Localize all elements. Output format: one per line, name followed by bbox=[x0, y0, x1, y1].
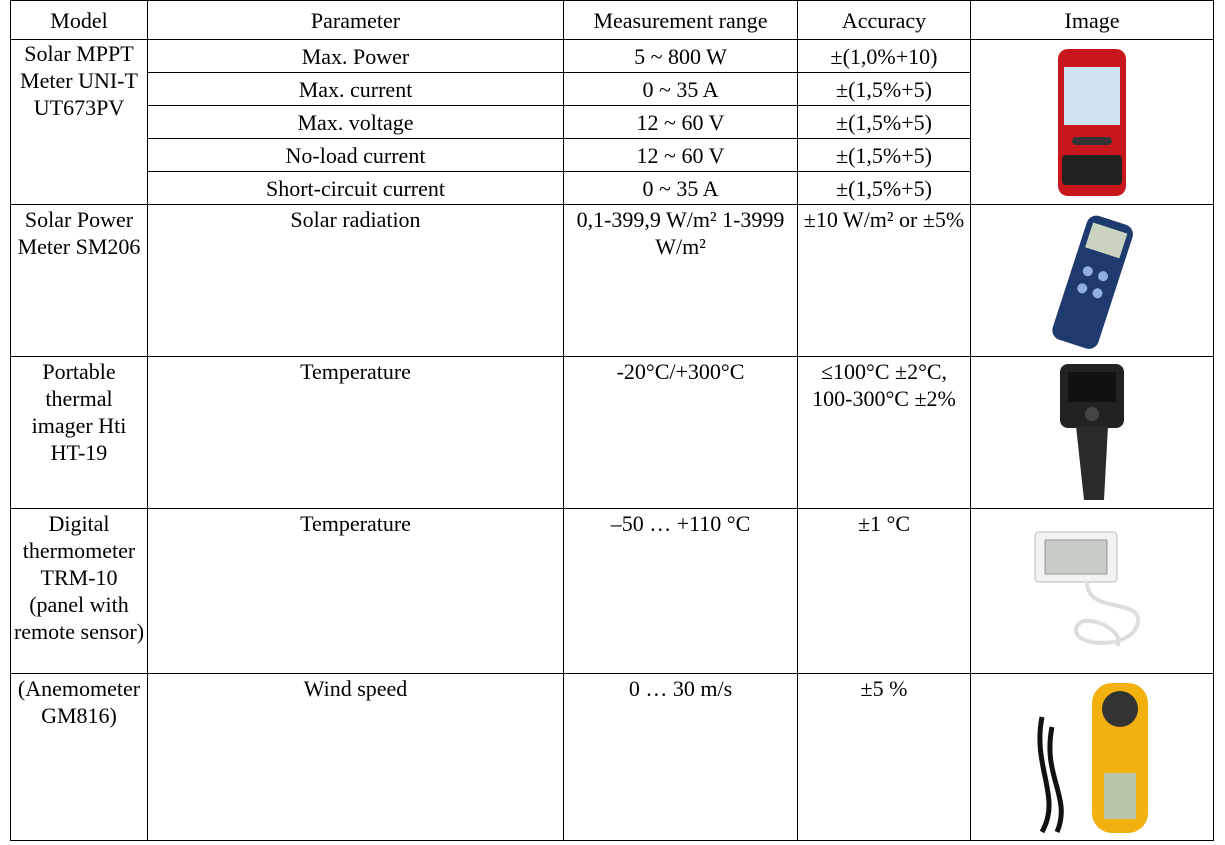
row: Solar Power Meter SM206 Solar radiation … bbox=[10, 204, 1214, 357]
parameter: Short-circuit current bbox=[147, 171, 564, 205]
row: Short-circuit current 0 ~ 35 A ±(1,5%+5) bbox=[11, 171, 1214, 205]
model: Solar Power Meter SM206 bbox=[10, 204, 148, 357]
header-cell: Model bbox=[10, 0, 148, 40]
range: 12 ~ 60 V bbox=[563, 138, 798, 172]
row: Solar MPPT Meter UNI-T UT673PV Max. Powe… bbox=[10, 39, 1214, 205]
parameter: Solar radiation bbox=[147, 204, 564, 357]
model: Solar MPPT Meter UNI-T UT673PV bbox=[10, 39, 148, 205]
model: Digital thermometer TRM-10 (panel with r… bbox=[10, 508, 148, 674]
device-image bbox=[1037, 683, 1148, 834]
accuracy: ±1 °C bbox=[797, 508, 971, 674]
range: 0 ~ 35 A bbox=[563, 171, 798, 205]
accuracy: ±10 W/m² or ±5% bbox=[797, 204, 971, 357]
model: Portable thermal imager Hti HT-19 bbox=[10, 356, 148, 509]
accuracy: ±(1,5%+5) bbox=[797, 171, 971, 205]
device-image bbox=[1060, 364, 1124, 500]
parameter: Wind speed bbox=[147, 673, 564, 841]
header-cell: Image bbox=[970, 0, 1214, 40]
range: 5 ~ 800 W bbox=[563, 39, 798, 73]
row: No-load current 12 ~ 60 V ±(1,5%+5) bbox=[11, 138, 1214, 172]
row: Max. current 0 ~ 35 A ±(1,5%+5) bbox=[11, 72, 1214, 106]
image-cell bbox=[970, 673, 1214, 841]
range: 0 … 30 m/s bbox=[563, 673, 798, 841]
spec-table: Model Parameter Measurement range Accura… bbox=[10, 0, 1214, 841]
header-row: Model Parameter Measurement range Accura… bbox=[10, 0, 1214, 40]
parameter: Max. Power bbox=[147, 39, 564, 73]
header-cell: Measurement range bbox=[563, 0, 798, 40]
range: 0,1-399,9 W/m² 1-3999 W/m² bbox=[563, 204, 798, 357]
accuracy: ±(1,5%+5) bbox=[797, 105, 971, 139]
parameter: Max. current bbox=[147, 72, 564, 106]
accuracy: ±(1,0%+10) bbox=[797, 39, 971, 73]
device-image bbox=[1052, 215, 1133, 349]
accuracy: ≤100°C ±2°C, 100-300°C ±2% bbox=[797, 356, 971, 509]
accuracy: ±5 % bbox=[797, 673, 971, 841]
range: -20°C/+300°C bbox=[563, 356, 798, 509]
accuracy: ±(1,5%+5) bbox=[797, 138, 971, 172]
parameter: Temperature bbox=[147, 356, 564, 509]
parameter: Max. voltage bbox=[147, 105, 564, 139]
header-cell: Accuracy bbox=[797, 0, 971, 40]
image-cell bbox=[970, 39, 1214, 205]
range: 0 ~ 35 A bbox=[563, 72, 798, 106]
parameter: Temperature bbox=[147, 508, 564, 674]
image-cell bbox=[970, 356, 1214, 509]
range: –50 … +110 °C bbox=[563, 508, 798, 674]
image-cell bbox=[970, 508, 1214, 674]
header-cell: Parameter bbox=[147, 0, 564, 40]
range: 12 ~ 60 V bbox=[563, 105, 798, 139]
device-image bbox=[1034, 531, 1141, 648]
row: Digital thermometer TRM-10 (panel with r… bbox=[10, 508, 1214, 674]
model: (Anemometer GM816) bbox=[10, 673, 148, 841]
row: Portable thermal imager Hti HT-19 Temper… bbox=[10, 356, 1214, 509]
row: (Anemometer GM816) Wind speed 0 … 30 m/s… bbox=[10, 673, 1214, 841]
parameter: No-load current bbox=[147, 138, 564, 172]
device-image bbox=[1058, 48, 1126, 196]
accuracy: ±(1,5%+5) bbox=[797, 72, 971, 106]
image-cell bbox=[970, 204, 1214, 357]
